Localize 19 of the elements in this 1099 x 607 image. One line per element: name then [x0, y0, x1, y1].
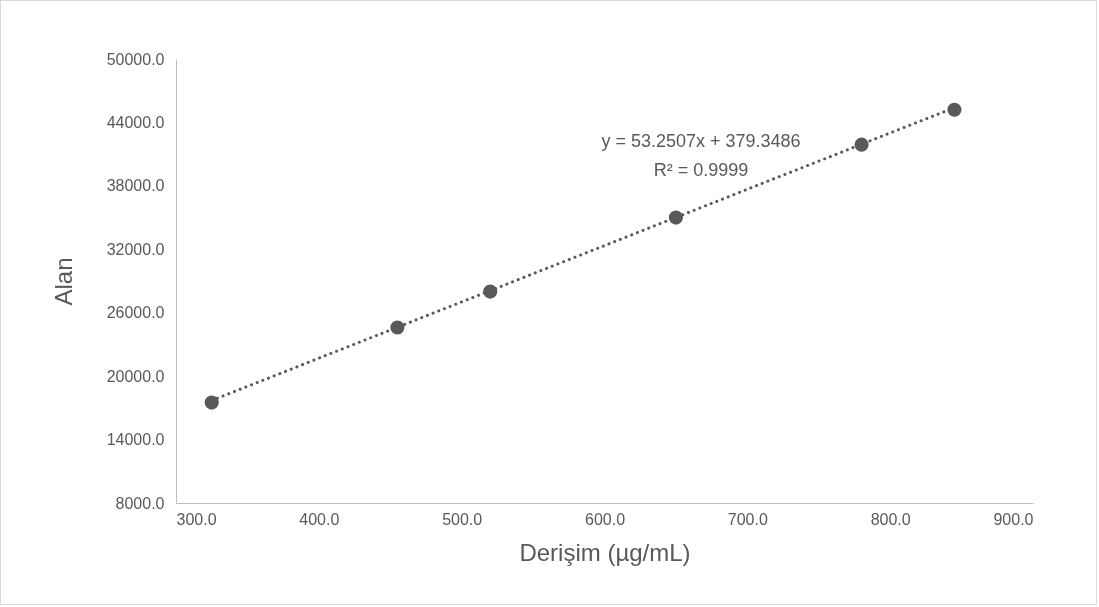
y-tick-label: 44000.0: [106, 113, 165, 131]
y-tick-label: 50000.0: [106, 50, 165, 68]
y-tick-label: 26000.0: [106, 304, 165, 322]
y-tick-label: 32000.0: [106, 240, 165, 258]
x-tick-label: 900.0: [993, 510, 1034, 528]
y-axis-title: Alan: [49, 257, 77, 306]
x-tick-label: 800.0: [870, 510, 911, 528]
y-tick-label: 14000.0: [106, 431, 165, 449]
x-tick-label: 600.0: [584, 510, 626, 528]
x-tick-label: 300.0: [176, 510, 217, 528]
x-tick-label: 500.0: [442, 510, 483, 528]
x-axis-title: Derişim (µg/mL): [519, 538, 691, 566]
y-tick-label: 20000.0: [106, 367, 165, 385]
x-tick-label: 400.0: [299, 510, 340, 528]
y-tick-label: 8000.0: [115, 494, 165, 512]
y-tick-label: 38000.0: [106, 177, 165, 195]
annotation: R² = 0.9999: [653, 160, 749, 180]
annotation: y = 53.2507x + 379.3486: [601, 131, 801, 151]
x-tick-label: 700.0: [727, 510, 768, 528]
